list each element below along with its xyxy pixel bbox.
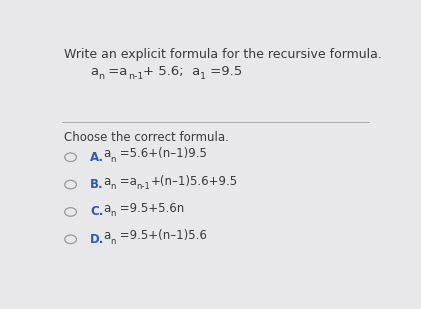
Text: C.: C. bbox=[90, 205, 104, 218]
Text: a: a bbox=[90, 65, 98, 78]
Text: n: n bbox=[110, 182, 116, 191]
Text: B.: B. bbox=[90, 178, 104, 191]
Text: n: n bbox=[110, 237, 116, 246]
Text: D.: D. bbox=[90, 233, 104, 246]
Text: n-1: n-1 bbox=[137, 182, 151, 191]
Text: n: n bbox=[110, 154, 116, 163]
Text: =5.6+(n–1)9.5: =5.6+(n–1)9.5 bbox=[116, 147, 207, 160]
Text: n: n bbox=[110, 209, 116, 218]
Text: =9.5+5.6n: =9.5+5.6n bbox=[116, 202, 184, 215]
Text: A.: A. bbox=[90, 151, 104, 164]
Text: =a: =a bbox=[116, 175, 137, 188]
Text: + 5.6;  a: + 5.6; a bbox=[143, 65, 200, 78]
Text: =a: =a bbox=[104, 65, 128, 78]
Text: Write an explicit formula for the recursive formula.: Write an explicit formula for the recurs… bbox=[64, 48, 382, 61]
Text: 1: 1 bbox=[200, 72, 206, 82]
Text: +(n–1)5.6+9.5: +(n–1)5.6+9.5 bbox=[151, 175, 238, 188]
Text: =9.5+(n–1)5.6: =9.5+(n–1)5.6 bbox=[116, 229, 207, 242]
Text: n: n bbox=[98, 72, 104, 82]
Text: Choose the correct formula.: Choose the correct formula. bbox=[64, 131, 229, 144]
Text: a: a bbox=[103, 202, 110, 215]
Text: =9.5: =9.5 bbox=[206, 65, 242, 78]
Text: a: a bbox=[103, 147, 110, 160]
Text: n-1: n-1 bbox=[128, 72, 143, 82]
Text: a: a bbox=[103, 175, 110, 188]
Text: a: a bbox=[103, 229, 110, 242]
